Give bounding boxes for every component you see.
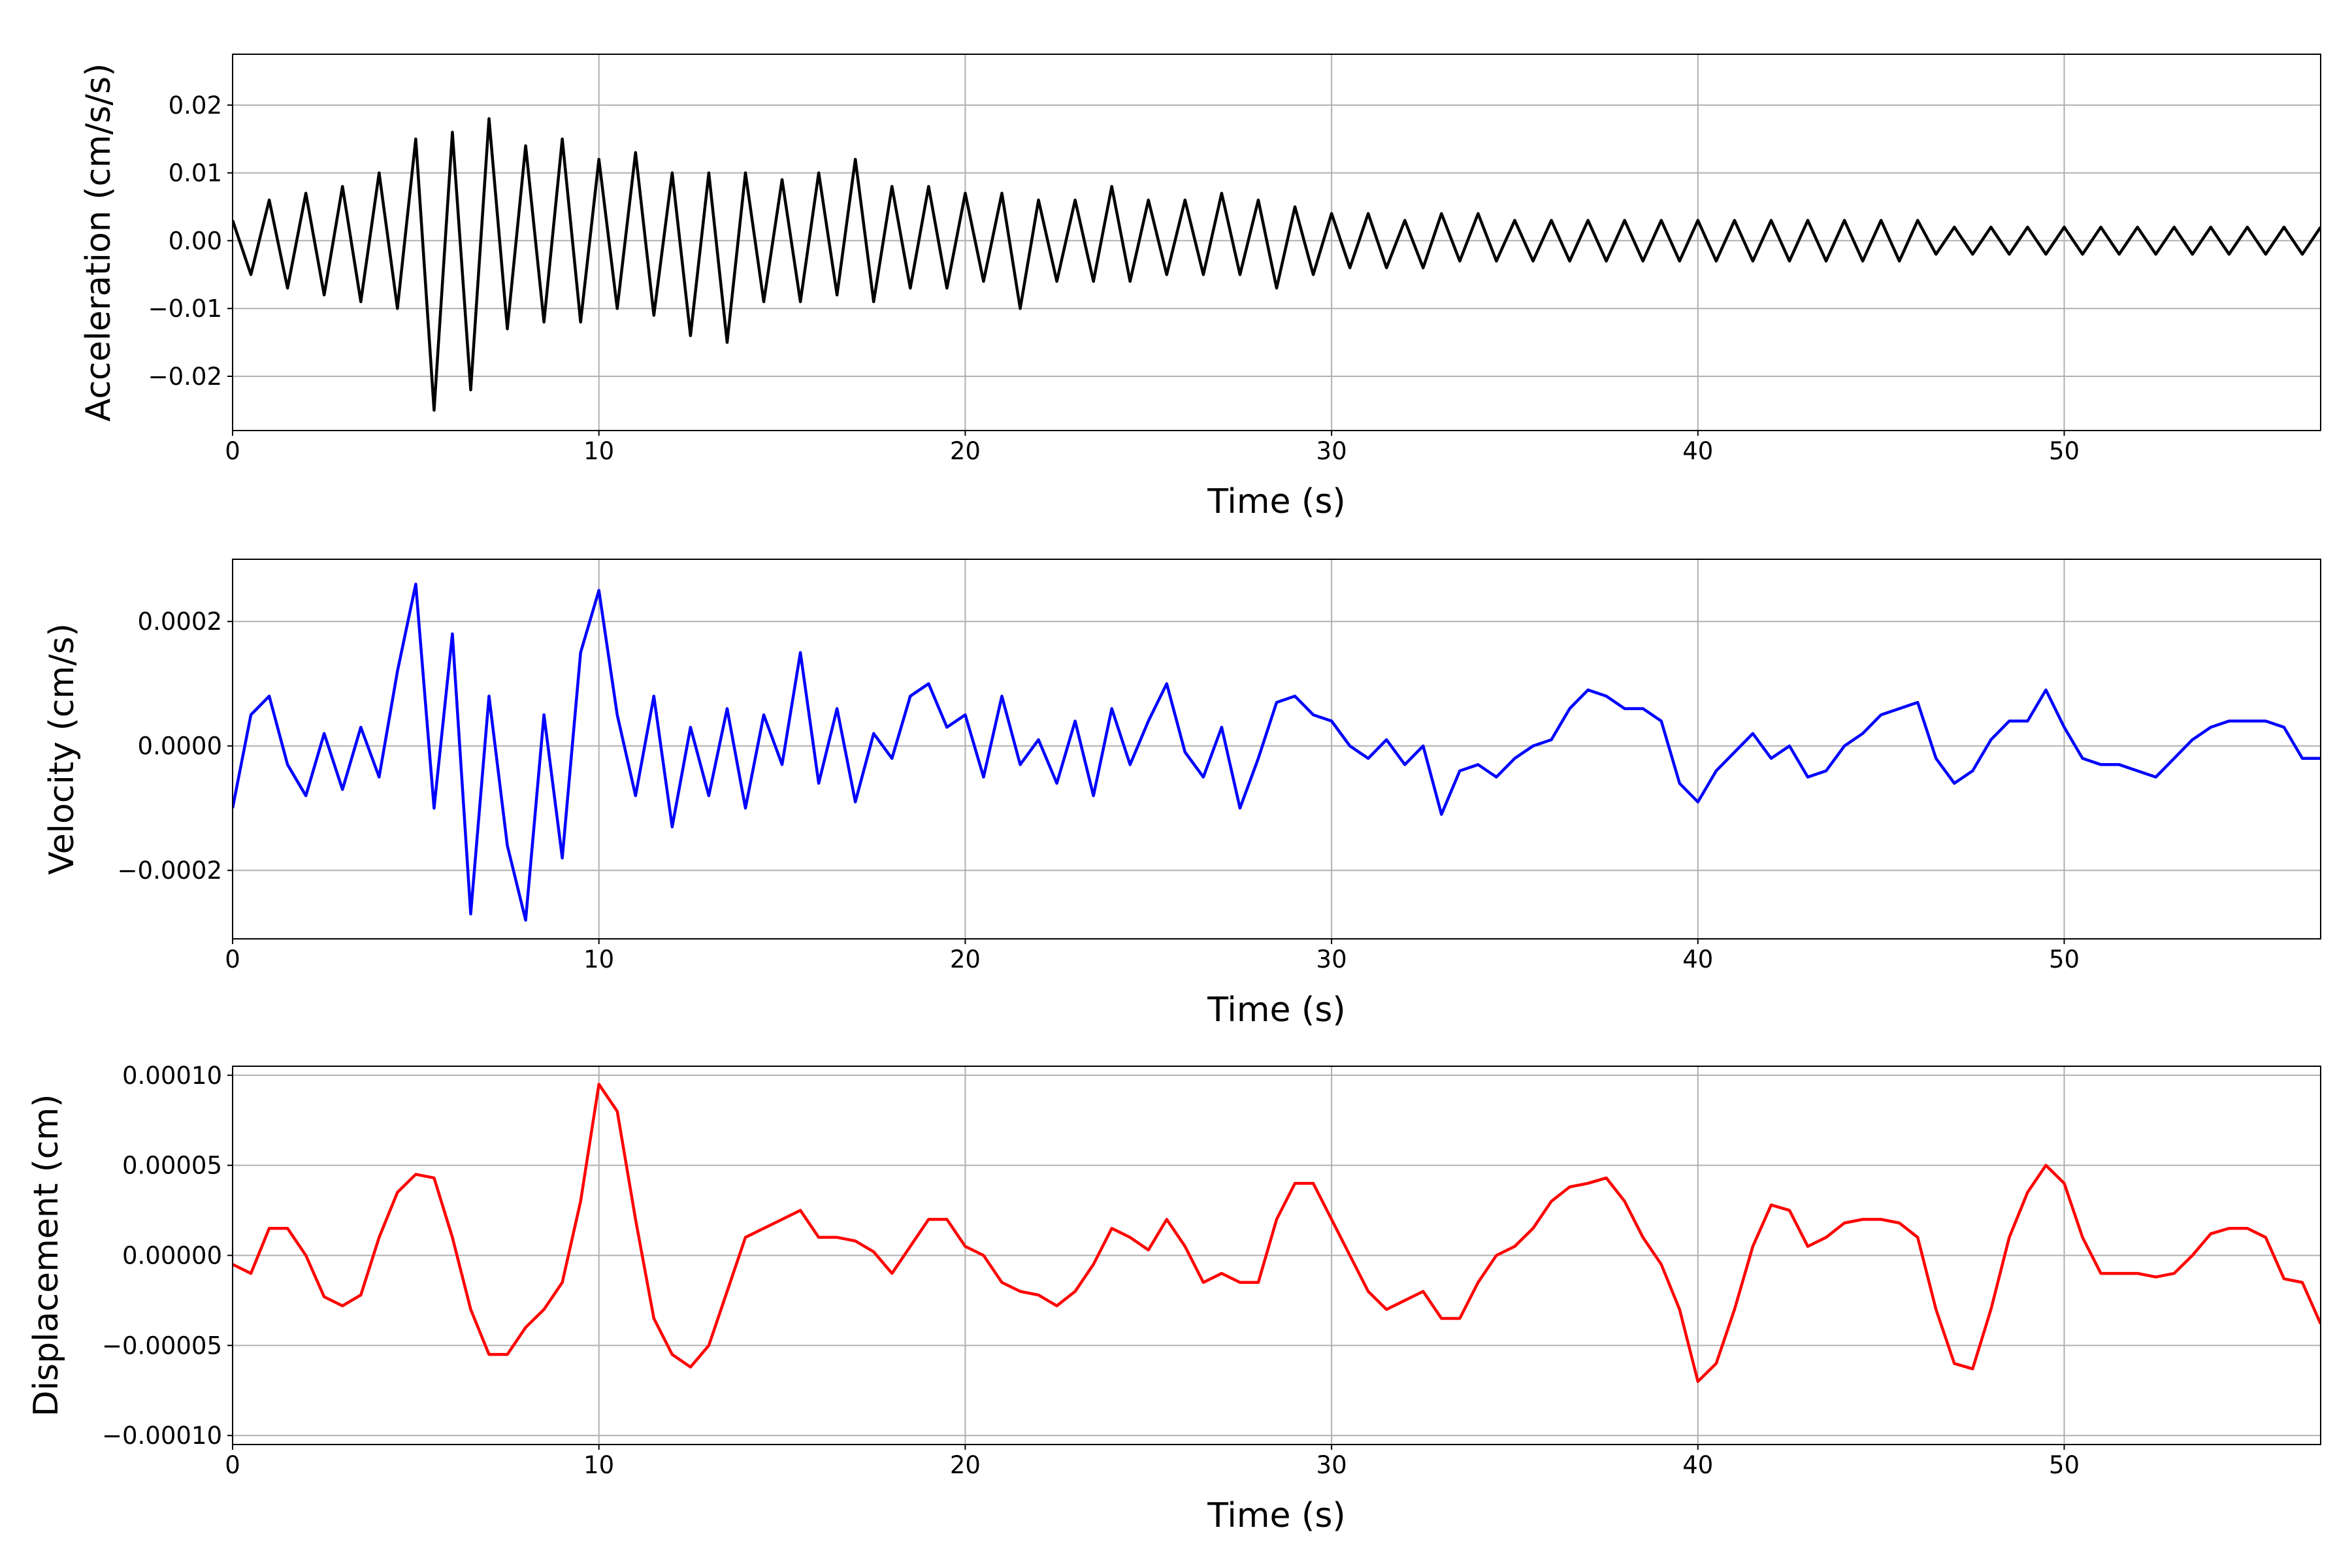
x-tick-label: 10 <box>583 1451 614 1479</box>
x-tick-label: 20 <box>950 437 981 465</box>
y-tick-label: −0.00010 <box>102 1422 222 1450</box>
axes-frame <box>232 1066 2321 1445</box>
x-tick-label: 30 <box>1316 1451 1347 1479</box>
x-axis-label: Time (s) <box>1207 482 1345 521</box>
plot-area <box>233 1083 2321 1383</box>
y-tick-label: 0.0002 <box>138 608 222 636</box>
x-tick-label: 50 <box>2049 437 2080 465</box>
y-tick-label: 0.00005 <box>122 1152 222 1180</box>
data-line <box>233 117 2321 412</box>
y-axis-label: Acceleration (cm/s/s) <box>79 63 118 422</box>
y-axis-label: Displacement (cm) <box>27 1094 66 1417</box>
x-tick-label: 30 <box>1316 437 1347 465</box>
y-tick-label: 0.00000 <box>122 1242 222 1270</box>
x-tick-label: 20 <box>950 945 981 973</box>
x-tick-label: 0 <box>225 1451 240 1479</box>
x-tick-label: 10 <box>583 945 614 973</box>
x-tick-label: 50 <box>2049 945 2080 973</box>
y-tick-label: 0.0000 <box>138 732 222 760</box>
plot-area <box>233 582 2321 922</box>
data-line <box>233 582 2321 922</box>
y-tick-label: 0.01 <box>169 159 222 188</box>
y-tick-label: −0.00005 <box>102 1331 222 1360</box>
plot-area <box>233 117 2321 412</box>
y-tick-label: −0.02 <box>148 363 222 391</box>
y-tick-label: 0.02 <box>169 91 222 120</box>
y-tick-label: 0.00 <box>169 227 222 255</box>
axes-frame <box>232 54 2321 431</box>
x-tick-label: 40 <box>1682 945 1713 973</box>
x-tick-label: 30 <box>1316 945 1347 973</box>
y-axis-label: Velocity (cm/s) <box>42 623 82 875</box>
y-tick-label: 0.00010 <box>122 1062 222 1090</box>
x-tick-label: 10 <box>583 437 614 465</box>
x-tick-label: 20 <box>950 1451 981 1479</box>
x-tick-label: 50 <box>2049 1451 2080 1479</box>
x-tick-label: 40 <box>1682 437 1713 465</box>
y-tick-label: −0.0002 <box>118 857 222 885</box>
x-tick-label: 0 <box>225 437 240 465</box>
axes-frame <box>232 559 2321 939</box>
x-axis-label: Time (s) <box>1207 990 1345 1030</box>
y-tick-label: −0.01 <box>148 295 222 323</box>
x-tick-label: 0 <box>225 945 240 973</box>
x-tick-label: 40 <box>1682 1451 1713 1479</box>
data-line <box>233 1083 2321 1383</box>
x-axis-label: Time (s) <box>1207 1496 1345 1535</box>
